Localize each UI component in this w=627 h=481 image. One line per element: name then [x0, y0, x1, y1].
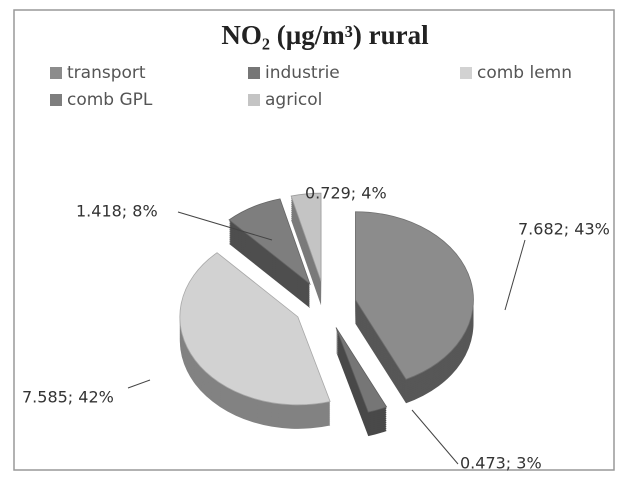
- data-label: 7.682; 43%: [518, 220, 610, 239]
- leader-line: [504, 239, 526, 311]
- leader-line: [127, 379, 151, 389]
- legend-swatch: [248, 94, 260, 106]
- data-label: 7.585; 42%: [22, 388, 114, 407]
- leader-line: [411, 409, 459, 465]
- pie-slice: [355, 211, 474, 380]
- data-label: 0.729; 4%: [305, 184, 387, 203]
- legend-swatch: [460, 67, 472, 79]
- pie-slice: [179, 252, 331, 406]
- data-label: 1.418; 8%: [76, 202, 158, 221]
- legend-swatch: [248, 67, 260, 79]
- data-label: 0.473; 3%: [460, 454, 542, 473]
- legend-label: agricol: [265, 90, 322, 110]
- legend-label: comb GPL: [67, 90, 153, 110]
- legend-label: comb lemn: [477, 63, 572, 83]
- leader-line: [177, 211, 273, 241]
- legend-swatch: [50, 94, 62, 106]
- legend-label: transport: [67, 63, 146, 83]
- chart-title: NO₂ (µg/m³) rural: [221, 20, 429, 50]
- legend-swatch: [50, 67, 62, 79]
- legend-label: industrie: [265, 63, 340, 83]
- pie-slice: [335, 327, 388, 413]
- pie-slice: [228, 198, 311, 286]
- pie-slice: [290, 192, 322, 282]
